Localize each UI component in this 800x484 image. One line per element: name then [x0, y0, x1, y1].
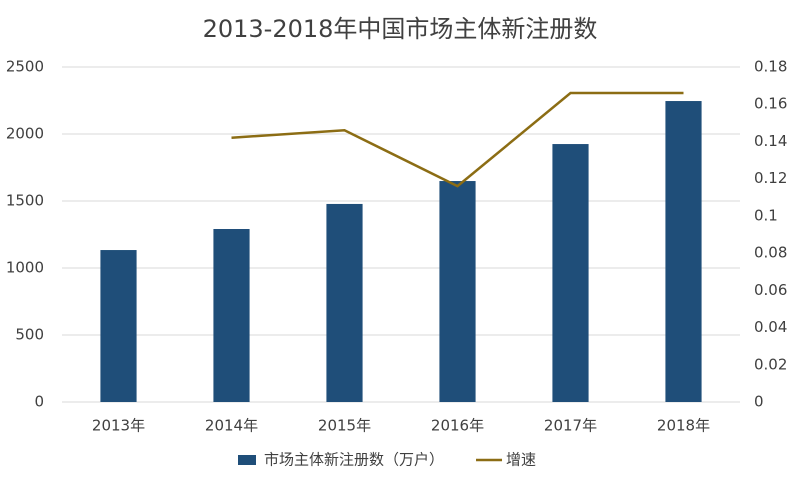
bar: [326, 203, 363, 402]
bar: [100, 250, 137, 402]
y-tick-label: 500: [15, 326, 44, 344]
y-tick-label: 2000: [6, 125, 44, 143]
line: [231, 91, 684, 188]
legend-label: 市场主体新注册数（万户）: [264, 451, 444, 469]
x-tick-label: 2016年: [431, 417, 484, 435]
x-tick-label: 2018年: [657, 417, 710, 435]
y2-tick-label: 0.06: [754, 281, 787, 299]
legend-swatch: [238, 455, 256, 465]
y-tick-label: 0: [34, 393, 44, 411]
x-tick-label: 2013年: [92, 417, 145, 435]
bar: [552, 144, 589, 403]
y2-tick-label: 0.16: [754, 95, 787, 113]
y2-tick-label: 0.08: [754, 244, 787, 262]
y-tick-label: 1500: [6, 192, 44, 210]
x-tick-label: 2014年: [205, 417, 258, 435]
y2-tick-label: 0.12: [754, 169, 787, 187]
y2-tick-label: 0.02: [754, 355, 787, 373]
y-tick-label: 2500: [6, 58, 44, 76]
chart-title: 2013-2018年中国市场主体新注册数: [203, 15, 598, 43]
y2-tick-label: 0.18: [754, 58, 787, 76]
bar: [665, 101, 702, 402]
bar: [439, 181, 476, 402]
x-tick-label: 2015年: [318, 417, 371, 435]
y-tick-label: 1000: [6, 259, 44, 277]
legend-label: 增速: [506, 451, 536, 469]
bar: [213, 229, 250, 402]
x-tick-label: 2017年: [544, 417, 597, 435]
y2-tick-label: 0.14: [754, 132, 787, 150]
y2-tick-label: 0.1: [754, 206, 778, 224]
y2-tick-label: 0.04: [754, 318, 787, 336]
y2-tick-label: 0: [754, 393, 764, 411]
